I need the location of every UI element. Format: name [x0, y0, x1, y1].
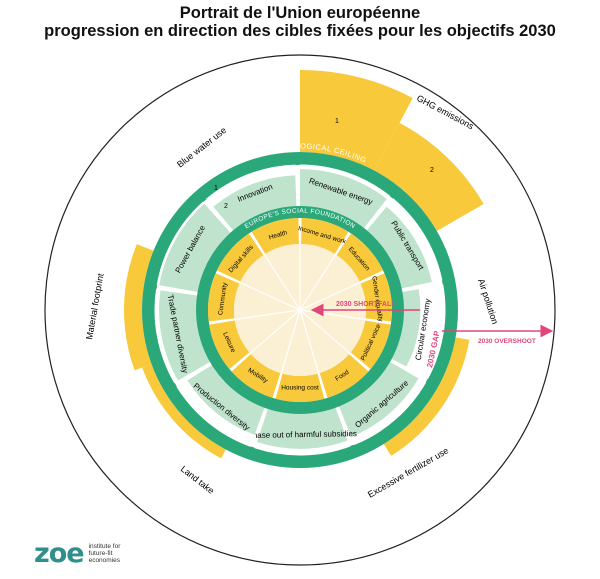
ceiling-sector-fill: [391, 289, 421, 367]
core-divider: [280, 309, 301, 374]
foundation-sector: [231, 354, 281, 398]
core-divider: [299, 309, 351, 354]
ceiling-sector-fill: [187, 365, 265, 435]
innovation-marker-2: 2: [224, 203, 228, 210]
core-divider: [234, 309, 301, 320]
ghg-marker-2: 2: [430, 167, 434, 174]
ceiling-sector-fill: [159, 203, 231, 292]
innovation-marker-1: 1: [214, 185, 218, 192]
foundation-sector: [350, 320, 391, 370]
foundation-sector: [319, 354, 369, 398]
core-lines: [234, 244, 366, 374]
logo-mark: zoe: [34, 538, 85, 569]
foundation-sector-label: Community: [217, 281, 229, 315]
zoe-logo: zoe institute for future-fit economies: [34, 538, 145, 569]
core-divider: [299, 282, 361, 311]
core-divider: [239, 282, 301, 311]
foundation-sector: [275, 373, 325, 402]
core-divider: [299, 254, 337, 311]
ceiling-sector-fill: [159, 290, 210, 381]
foundation-sector: [251, 218, 299, 254]
chart-subtitle: progression en direction des cibles fixé…: [44, 22, 556, 40]
foundation-sector-label: Housing cost: [281, 385, 319, 392]
ceiling-sector-fill: [366, 206, 432, 289]
label-blue-water: Blue water use: [175, 125, 228, 170]
outer-boundary-circle: [44, 54, 556, 566]
foundation-sector: [301, 218, 349, 254]
foundation-sector: [209, 320, 250, 370]
label-ghg: GHG emissions: [415, 93, 476, 132]
overshoot-label: 2030 OVERSHOOT: [478, 338, 536, 345]
chart-title: Portrait de l'Union européenne: [179, 4, 421, 22]
fertilizer-overshoot: [383, 337, 470, 456]
ghg-overshoot-2: [374, 122, 484, 231]
ceiling-sector-fill: [257, 407, 348, 449]
overshoot-wedges: [124, 70, 484, 459]
label-air-pollution: Air pollution: [476, 278, 500, 326]
ceiling-sector-fill: [338, 362, 419, 437]
label-fertilizer: Excessive fertilizer use: [366, 445, 450, 499]
foundation-sector: [336, 233, 384, 282]
foundation-sector: [216, 233, 264, 282]
core-divider: [249, 309, 301, 354]
core-divider: [299, 309, 320, 374]
core-divider: [263, 254, 301, 311]
ceiling-sector-fill: [300, 169, 387, 229]
shortfall-label: 2030 SHORTFALL: [336, 301, 396, 308]
logo-subtitle: institute for future-fit economies: [88, 543, 121, 564]
ceiling-sector-fill: [213, 175, 297, 231]
ghg-marker-1: 1: [335, 118, 339, 125]
ghg-overshoot-1: [300, 70, 413, 171]
foundation-sector: [208, 273, 240, 322]
label-material: Material footprint: [84, 272, 106, 340]
label-land-take: Land take: [179, 464, 216, 496]
material-overshoot: [124, 244, 154, 371]
ceiling-sector-label: Phase out of harmful subsidies: [247, 429, 357, 440]
land-take-overshoot: [142, 364, 226, 459]
